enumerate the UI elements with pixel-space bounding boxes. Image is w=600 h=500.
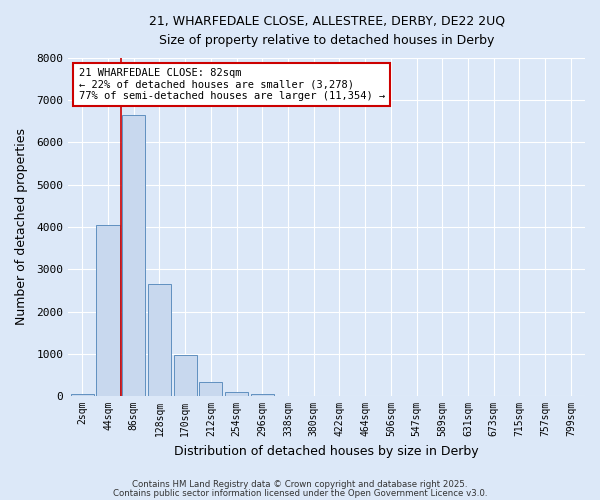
Text: Contains public sector information licensed under the Open Government Licence v3: Contains public sector information licen… bbox=[113, 489, 487, 498]
Bar bbox=[225, 392, 248, 396]
Bar bbox=[199, 382, 223, 396]
X-axis label: Distribution of detached houses by size in Derby: Distribution of detached houses by size … bbox=[174, 444, 479, 458]
Text: Contains HM Land Registry data © Crown copyright and database right 2025.: Contains HM Land Registry data © Crown c… bbox=[132, 480, 468, 489]
Bar bbox=[148, 284, 171, 396]
Text: 21 WHARFEDALE CLOSE: 82sqm
← 22% of detached houses are smaller (3,278)
77% of s: 21 WHARFEDALE CLOSE: 82sqm ← 22% of deta… bbox=[79, 68, 385, 101]
Bar bbox=[71, 394, 94, 396]
Title: 21, WHARFEDALE CLOSE, ALLESTREE, DERBY, DE22 2UQ
Size of property relative to de: 21, WHARFEDALE CLOSE, ALLESTREE, DERBY, … bbox=[149, 15, 505, 47]
Bar bbox=[173, 355, 197, 396]
Bar bbox=[251, 394, 274, 396]
Bar bbox=[97, 225, 119, 396]
Y-axis label: Number of detached properties: Number of detached properties bbox=[15, 128, 28, 326]
Bar bbox=[122, 115, 145, 396]
